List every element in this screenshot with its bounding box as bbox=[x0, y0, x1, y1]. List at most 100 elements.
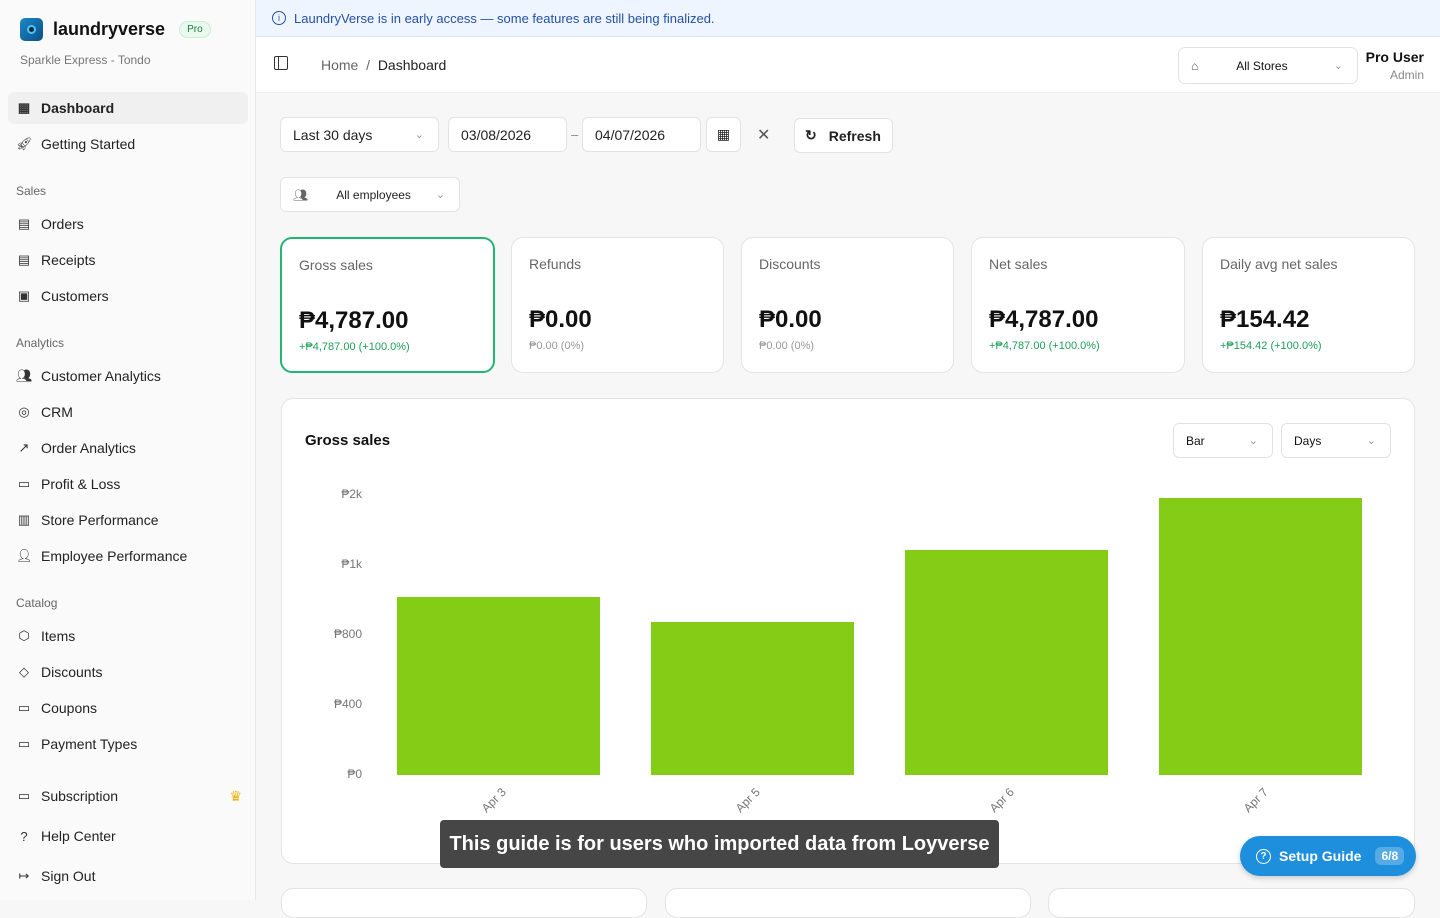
kpi-value: ₱4,787.00 bbox=[989, 306, 1099, 333]
logout-icon: ↦ bbox=[18, 868, 30, 883]
info-icon: i bbox=[272, 11, 286, 25]
kpi-delta: +₱4,787.00 (+100.0%) bbox=[299, 341, 410, 353]
user-icon: 👤︎ bbox=[16, 548, 33, 563]
chevron-down-icon: ⌄ bbox=[1333, 60, 1343, 72]
setup-guide-label: Setup Guide bbox=[1279, 848, 1362, 864]
bottom-card bbox=[1048, 888, 1415, 918]
sidebar-item-coupons[interactable]: ▭ Coupons bbox=[8, 692, 248, 724]
kpi-card-net-sales[interactable]: Net sales ₱4,787.00 +₱4,787.00 (+100.0%) bbox=[971, 237, 1185, 373]
chart-type-select[interactable]: Bar ⌄ bbox=[1173, 423, 1273, 458]
sidebar-item-crm[interactable]: ◎ CRM bbox=[8, 396, 248, 428]
sidebar-item-label: CRM bbox=[41, 404, 73, 420]
refresh-label: Refresh bbox=[828, 127, 881, 144]
card-icon: ▭ bbox=[17, 788, 31, 803]
kpi-title: Discounts bbox=[759, 256, 821, 272]
employee-select-value: All employees bbox=[336, 187, 411, 202]
sidebar-item-label: Subscription bbox=[41, 788, 119, 804]
user-name: Pro User bbox=[1365, 49, 1424, 65]
refresh-button[interactable]: ↻ Refresh bbox=[794, 118, 893, 153]
sidebar-item-label: Customer Analytics bbox=[41, 368, 161, 384]
kpi-value: ₱154.42 bbox=[1220, 306, 1310, 333]
sidebar-item-discounts[interactable]: ◇ Discounts bbox=[8, 656, 248, 688]
kpi-delta: ₱0.00 (0%) bbox=[759, 340, 815, 352]
clear-dates-icon[interactable]: ✕ bbox=[757, 127, 771, 144]
refresh-icon: ↻ bbox=[805, 127, 817, 143]
sidebar-item-getting-started[interactable]: 🚀︎ Getting Started bbox=[8, 128, 248, 160]
sidebar-item-profit-loss[interactable]: ▭ Profit & Loss bbox=[8, 468, 248, 500]
app-name: laundryverse bbox=[53, 19, 166, 39]
rocket-icon: 🚀︎ bbox=[16, 136, 33, 151]
sidebar-item-customers[interactable]: ▣ Customers bbox=[8, 280, 248, 312]
sidebar-item-label: Getting Started bbox=[41, 136, 136, 152]
trend-icon: ↗ bbox=[18, 440, 30, 455]
kpi-card-discounts[interactable]: Discounts ₱0.00 ₱0.00 (0%) bbox=[741, 237, 954, 373]
sidebar-item-sign-out[interactable]: ↦ Sign Out bbox=[8, 860, 248, 892]
sidebar-item-order-analytics[interactable]: ↗ Order Analytics bbox=[8, 432, 248, 464]
sidebar-item-customer-analytics[interactable]: 👥︎ Customer Analytics bbox=[8, 360, 248, 392]
date-separator: – bbox=[571, 127, 579, 142]
brand[interactable]: laundryverse Pro bbox=[20, 18, 211, 41]
y-tick-label: ₱1k bbox=[341, 557, 362, 571]
store-select-value: All Stores bbox=[1236, 58, 1288, 73]
bar-apr-6[interactable] bbox=[905, 549, 1108, 775]
bar-apr-7[interactable] bbox=[1159, 497, 1362, 775]
bar-apr-5[interactable] bbox=[651, 622, 854, 775]
help-icon: ? bbox=[20, 828, 28, 844]
start-date-input[interactable]: 03/08/2026 bbox=[448, 117, 567, 152]
kpi-value: ₱4,787.00 bbox=[299, 307, 409, 334]
store-select[interactable]: ⌂ All Stores ⌄ bbox=[1178, 47, 1358, 84]
calendar-button[interactable]: ▦ bbox=[706, 117, 741, 152]
period-value: Days bbox=[1294, 433, 1322, 448]
x-tick-label: Apr 6 bbox=[986, 785, 1017, 816]
kpi-delta: +₱154.42 (+100.0%) bbox=[1220, 340, 1322, 352]
tag-icon: ◇ bbox=[19, 664, 29, 679]
users-icon: 👥︎ bbox=[16, 368, 33, 383]
sidebar-item-items[interactable]: ⬡ Items bbox=[8, 620, 248, 652]
header: Home / Dashboard ⌂ All Stores ⌄ Pro User… bbox=[256, 37, 1440, 93]
sidebar-item-store-performance[interactable]: ▥ Store Performance bbox=[8, 504, 248, 536]
sidebar-item-orders[interactable]: ▤ Orders bbox=[8, 208, 248, 240]
sidebar-item-label: Discounts bbox=[41, 664, 103, 680]
sidebar-item-label: Receipts bbox=[41, 252, 96, 268]
kpi-card-refunds[interactable]: Refunds ₱0.00 ₱0.00 (0%) bbox=[511, 237, 724, 373]
kpi-card-gross-sales[interactable]: Gross sales ₱4,787.00 +₱4,787.00 (+100.0%) bbox=[280, 237, 495, 373]
sidebar-item-receipts[interactable]: ▤ Receipts bbox=[8, 244, 248, 276]
kpi-title: Gross sales bbox=[299, 257, 373, 273]
user-menu[interactable]: Pro User Admin bbox=[1366, 49, 1424, 82]
x-tick-label: Apr 3 bbox=[478, 785, 509, 816]
bar-apr-3[interactable] bbox=[397, 597, 600, 775]
sidebar-item-payment-types[interactable]: ▭ Payment Types bbox=[8, 728, 248, 760]
kpi-value: ₱0.00 bbox=[759, 306, 822, 333]
sidebar-item-dashboard[interactable]: ▦ Dashboard bbox=[8, 92, 248, 124]
setup-guide-button[interactable]: ? Setup Guide 6/8 bbox=[1240, 836, 1416, 876]
sidebar-toggle-icon[interactable] bbox=[274, 56, 288, 70]
period-select[interactable]: Days ⌄ bbox=[1281, 423, 1391, 458]
guide-tooltip: This guide is for users who imported dat… bbox=[440, 820, 999, 868]
sidebar-item-subscription[interactable]: ▭ Subscription ♛ bbox=[8, 780, 248, 812]
wallet-icon: ▭ bbox=[17, 736, 31, 751]
employee-select[interactable]: 👥︎ All employees ⌄ bbox=[280, 177, 460, 212]
y-tick-label: ₱400 bbox=[333, 697, 362, 711]
date-range-select[interactable]: Last 30 days ⌄ bbox=[280, 117, 439, 152]
chart-title: Gross sales bbox=[305, 432, 391, 449]
y-tick-label: ₱2k bbox=[341, 487, 362, 501]
x-tick-label: Apr 5 bbox=[732, 785, 763, 816]
y-tick-label: ₱800 bbox=[333, 627, 362, 641]
contact-icon: ▣ bbox=[17, 288, 31, 303]
kpi-card-daily-avg-net-sales[interactable]: Daily avg net sales ₱154.42 +₱154.42 (+100… bbox=[1202, 237, 1415, 373]
ticket-icon: ▭ bbox=[17, 700, 31, 715]
sidebar-item-help-center[interactable]: ? Help Center bbox=[8, 820, 248, 852]
store-icon: ⌂ bbox=[1191, 58, 1199, 73]
chevron-down-icon: ⌄ bbox=[414, 129, 424, 141]
kpi-title: Daily avg net sales bbox=[1220, 256, 1338, 272]
chevron-down-icon: ⌄ bbox=[1248, 435, 1258, 447]
breadcrumb-current: Dashboard bbox=[377, 57, 447, 73]
chevron-down-icon: ⌄ bbox=[435, 189, 445, 201]
sidebar-item-label: Coupons bbox=[41, 700, 98, 716]
end-date-input[interactable]: 04/07/2026 bbox=[582, 117, 701, 152]
breadcrumb-home[interactable]: Home bbox=[321, 57, 359, 73]
sidebar-section-title: Catalog bbox=[16, 596, 58, 610]
kpi-title: Net sales bbox=[989, 256, 1048, 272]
banner-text: LaundryVerse is in early access — some f… bbox=[294, 10, 715, 26]
sidebar-item-employee-performance[interactable]: 👤︎ Employee Performance bbox=[8, 540, 248, 572]
